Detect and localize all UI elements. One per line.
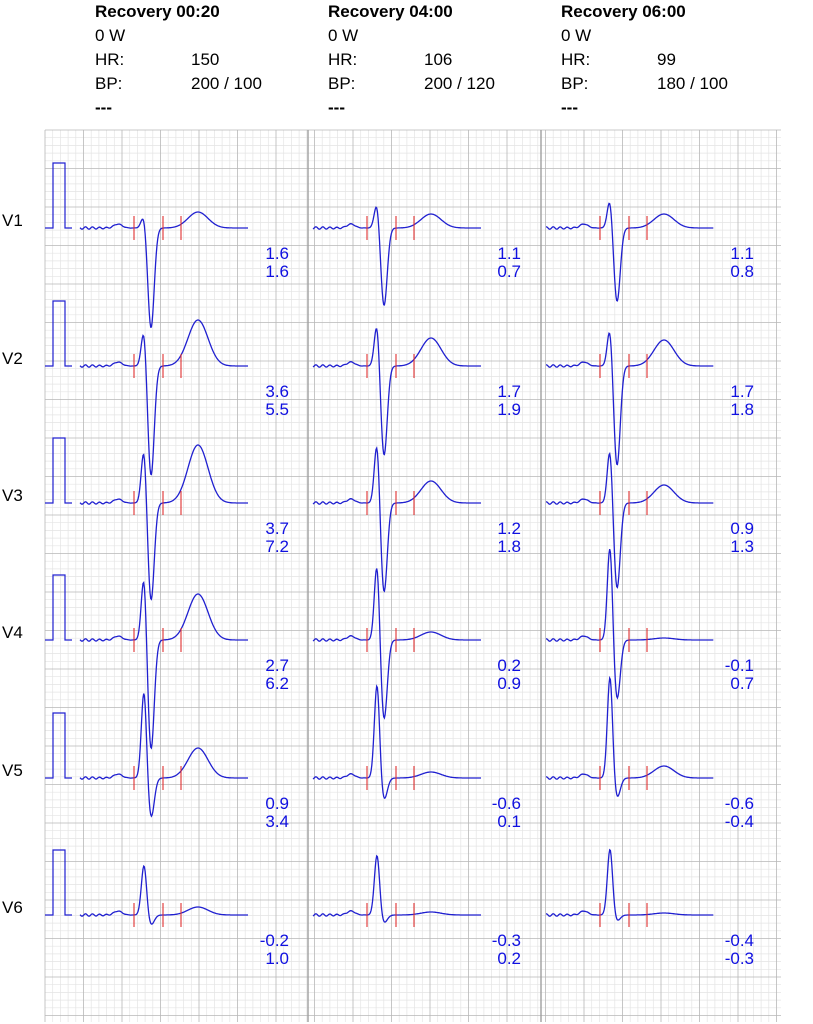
- measurement-value: -0.3: [492, 931, 521, 950]
- measurement-value: 0.9: [730, 519, 754, 538]
- hr-row: HR: 99: [561, 48, 791, 72]
- grid-major: [44, 129, 781, 1022]
- measurement-value: 1.0: [265, 949, 289, 968]
- measurement-value: 0.9: [265, 794, 289, 813]
- panel-note: ---: [328, 98, 345, 117]
- bp-row: BP: 200 / 120: [328, 72, 558, 96]
- measurement-value: 1.7: [730, 382, 754, 401]
- hr-label: HR:: [328, 50, 358, 69]
- calibration-pulse: [45, 300, 72, 367]
- panel-title: Recovery 00:20: [95, 2, 220, 21]
- bp-label: BP:: [328, 74, 356, 93]
- panel-header-3: Recovery 06:00 0 W HR: 99 BP: 180 / 100 --…: [561, 0, 791, 120]
- measurement-value: 1.8: [497, 537, 521, 556]
- measurement-value: 0.8: [730, 262, 754, 281]
- measurement-value: 0.2: [497, 949, 521, 968]
- ecg-trace: [312, 684, 481, 799]
- ecg-trace: [312, 206, 481, 306]
- lead-label-V5: V5: [2, 761, 23, 780]
- measurement-value: -0.4: [725, 812, 754, 831]
- measurement-value: 1.6: [265, 244, 289, 263]
- measurement-value: 6.2: [265, 674, 289, 693]
- measurement-value: 1.9: [497, 400, 521, 419]
- load-value: 0 W: [95, 26, 126, 45]
- measurement-value: -0.3: [725, 949, 754, 968]
- ecg-trace: [546, 202, 714, 302]
- bp-label: BP:: [561, 74, 589, 93]
- hr-value: 106: [424, 50, 453, 69]
- bp-value: 200 / 120: [424, 74, 495, 93]
- ecg-trace: [312, 446, 481, 593]
- measurement-value: -0.4: [725, 931, 754, 950]
- lead-label-V3: V3: [2, 486, 23, 505]
- panel-title: Recovery 04:00: [328, 2, 453, 21]
- calibration-pulse: [45, 162, 72, 229]
- lead-label-V6: V6: [2, 898, 23, 917]
- lead-label-V2: V2: [2, 349, 23, 368]
- calibration-pulse: [45, 849, 72, 916]
- panel-header-1: Recovery 00:20 0 W HR: 150 BP: 200 / 100 -…: [95, 0, 325, 120]
- measurement-value: 1.7: [497, 382, 521, 401]
- bp-row: BP: 180 / 100: [561, 72, 791, 96]
- panel-header-2: Recovery 04:00 0 W HR: 106 BP: 200 / 120 -…: [328, 0, 558, 120]
- measurement-value: 1.3: [730, 537, 754, 556]
- measurement-value: 1.1: [730, 244, 754, 263]
- panel-title: Recovery 06:00: [561, 2, 686, 21]
- ecg-trace: [312, 568, 481, 720]
- hr-row: HR: 106: [328, 48, 558, 72]
- bp-label: BP:: [95, 74, 123, 93]
- ecg-trace: [79, 580, 248, 750]
- ecg-trace: [312, 328, 481, 456]
- measurement-value: 2.7: [265, 656, 289, 675]
- measurement-value: 3.4: [265, 812, 289, 831]
- bp-value: 200 / 100: [191, 74, 262, 93]
- measurement-value: 0.1: [497, 812, 521, 831]
- bp-row: BP: 200 / 100: [95, 72, 325, 96]
- measurement-value: -0.2: [260, 931, 289, 950]
- calibration-pulse: [45, 437, 72, 504]
- load-value: 0 W: [328, 26, 359, 45]
- ecg-trace: [79, 319, 248, 476]
- ecg-trace: [79, 444, 248, 601]
- calibration-pulse: [45, 712, 72, 779]
- ecg-trace: [79, 693, 248, 818]
- measurement-value: 1.6: [265, 262, 289, 281]
- ecg-trace: [79, 864, 248, 925]
- measurement-value: -0.1: [725, 656, 754, 675]
- measurement-value: 0.7: [730, 674, 754, 693]
- hr-label: HR:: [561, 50, 591, 69]
- calibration-pulse: [45, 574, 72, 641]
- ecg-trace: [546, 332, 714, 466]
- bp-value: 180 / 100: [657, 74, 728, 93]
- measurement-value: 7.2: [265, 537, 289, 556]
- hr-row: HR: 150: [95, 48, 325, 72]
- measurement-value: 1.8: [730, 400, 754, 419]
- lead-label-V4: V4: [2, 623, 23, 642]
- lead-label-V1: V1: [2, 211, 23, 230]
- measurement-value: -0.6: [725, 794, 754, 813]
- measurement-value: 3.7: [265, 519, 289, 538]
- measurement-value: 0.7: [497, 262, 521, 281]
- ecg-trace: [546, 451, 714, 589]
- ecg-trace: [546, 548, 714, 700]
- measurement-value: -0.6: [492, 794, 521, 813]
- panel-note: ---: [95, 98, 112, 117]
- measurement-value: 1.2: [497, 519, 521, 538]
- hr-value: 150: [191, 50, 220, 69]
- ecg-trace: [79, 211, 248, 328]
- measurement-value: 3.6: [265, 382, 289, 401]
- panel-note: ---: [561, 98, 578, 117]
- ecg-trace: [546, 675, 714, 797]
- load-value: 0 W: [561, 26, 592, 45]
- measurement-value: 0.2: [497, 656, 521, 675]
- measurement-value: 5.5: [265, 400, 289, 419]
- ecg-trace: [546, 848, 714, 921]
- hr-label: HR:: [95, 50, 125, 69]
- measurement-value: 1.1: [497, 244, 521, 263]
- hr-value: 99: [657, 50, 676, 69]
- ecg-trace: [312, 854, 481, 923]
- measurement-value: 0.9: [497, 674, 521, 693]
